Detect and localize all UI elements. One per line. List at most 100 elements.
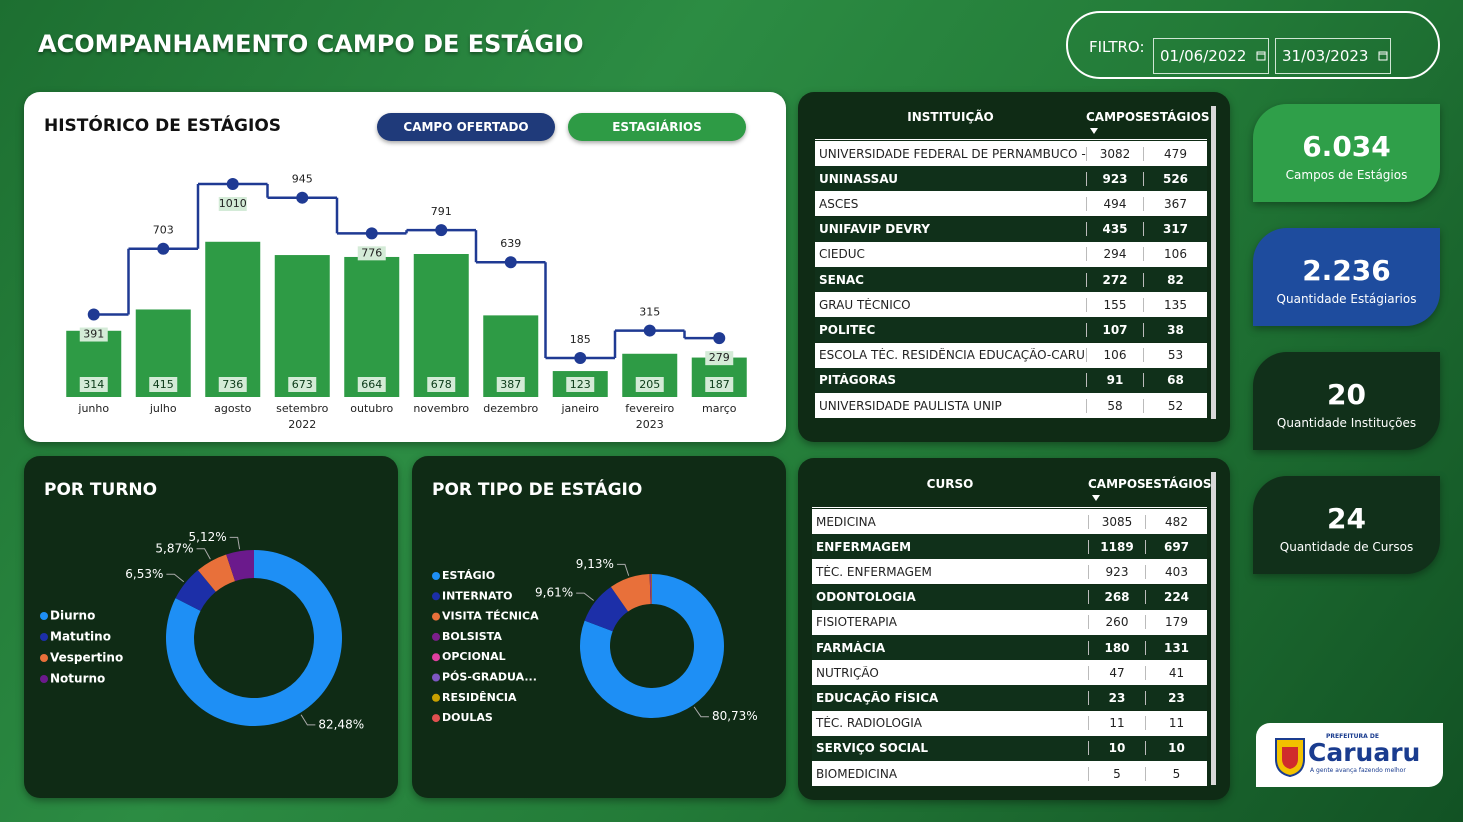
table-row: SENAC 272 82: [815, 267, 1207, 292]
sort-arrow: [1090, 128, 1098, 134]
table-row: UNIFAVIP DEVRY 435 317: [815, 216, 1207, 242]
cell-value: 224: [1145, 590, 1207, 605]
cell-value: 260: [1088, 615, 1145, 630]
cell-value: 106: [1143, 247, 1207, 262]
cell-value: 923: [1086, 171, 1143, 186]
legend-label: ESTÁGIO: [442, 569, 495, 582]
row-label: ENFERMAGEM: [816, 539, 912, 554]
cell-value: 479: [1143, 146, 1207, 161]
kpi-value: 6.034: [1302, 130, 1391, 163]
row-label: ASCES: [819, 196, 859, 211]
sort-arrow: [1092, 495, 1100, 501]
donut-slice: [650, 574, 652, 605]
x-tick-label: janeiro: [560, 402, 599, 415]
legend-marker: [40, 633, 48, 641]
cell-value: 5: [1145, 766, 1207, 781]
cell-value: 1189: [1088, 539, 1145, 554]
cell-value: 23: [1088, 690, 1145, 705]
data-label-box: [427, 377, 456, 392]
kpi-card: 24 Quantidade de Cursos: [1253, 476, 1440, 574]
legend-marker: [40, 612, 48, 620]
row-label: NUTRIÇÃO: [816, 665, 879, 680]
scrollbar: [1211, 472, 1216, 786]
table-row: UNINASSAU 923 526: [815, 166, 1207, 192]
data-label-box: [357, 246, 386, 261]
table-row: GRAU TÉCNICO 155 135: [815, 292, 1207, 318]
data-label: 703: [153, 224, 174, 237]
cell-value: 11: [1145, 716, 1207, 731]
kpi-label: Quantidade de Cursos: [1279, 540, 1414, 554]
data-label-box: [79, 327, 108, 342]
donut-slice: [651, 574, 652, 605]
cell-value: 317: [1143, 222, 1207, 237]
legend-label: INTERNATO: [442, 589, 513, 602]
filter-box: FILTRO: 01/06/2022 31/03/2023: [1066, 11, 1440, 79]
column-header: CAMPOS: [1086, 110, 1144, 124]
data-label-box: [288, 377, 317, 392]
kpi-label: Campos de Estágios: [1285, 168, 1408, 182]
cell-value: 179: [1145, 615, 1207, 630]
legend-marker: [432, 673, 440, 682]
cell-value: 482: [1145, 514, 1207, 529]
legend-label: RESIDÊNCIA: [442, 691, 517, 704]
table-row: SERVIÇO SOCIAL 10 10: [812, 735, 1207, 761]
column-header: CAMPOS: [1088, 477, 1146, 491]
leader-line: [576, 592, 594, 601]
legend-marker: [432, 612, 440, 621]
legend-button[interactable]: CAMPO OFERTADO: [377, 113, 555, 141]
legend-label: PÓS-GRADUA...: [442, 671, 537, 684]
data-label: 315: [639, 306, 660, 319]
data-label-box: [218, 377, 247, 392]
legend-label: BOLSISTA: [442, 630, 502, 643]
data-label: 82,48%: [318, 717, 364, 731]
x-year-label: 2022: [288, 418, 316, 431]
date-from[interactable]: 01/06/2022: [1153, 38, 1269, 74]
row-label: UNIVERSIDADE FEDERAL DE PERNAMBUCO -...: [819, 146, 1086, 161]
legend-marker: [432, 572, 440, 580]
table-row: MEDICINA 3085 482: [812, 509, 1207, 534]
data-label: 1010: [219, 197, 247, 210]
donut-slice: [584, 586, 629, 632]
date-text: 01/06/2022: [1160, 47, 1247, 65]
data-label: 187: [709, 378, 730, 391]
x-tick-label: junho: [77, 402, 109, 415]
legend-button[interactable]: ESTAGIÁRIOS: [568, 113, 746, 141]
cell-value: 268: [1088, 590, 1145, 605]
data-label: 664: [361, 378, 382, 391]
data-label-box: [705, 377, 734, 392]
column-header: ESTÁGIOS: [1143, 110, 1210, 124]
row-label: POLITEC: [819, 322, 876, 337]
row-label: MEDICINA: [816, 514, 876, 529]
legend-label: OPCIONAL: [442, 650, 506, 663]
cell-value: 47: [1088, 665, 1145, 680]
scrollbar: [1211, 106, 1216, 420]
donut-slice: [650, 574, 652, 605]
data-label-box: [635, 377, 664, 392]
data-label-box: [566, 377, 595, 392]
cell-value: 41: [1145, 665, 1207, 680]
kpi-card: 20 Quantidade Instituções: [1253, 352, 1440, 450]
chart-title: POR TIPO DE ESTÁGIO: [432, 480, 643, 500]
chart-title: POR TURNO: [44, 480, 158, 500]
cell-value: 11: [1088, 716, 1145, 731]
table-row: TÉC. RADIOLOGIA 11 11: [812, 710, 1207, 736]
data-label: 639: [500, 237, 521, 250]
line-point: [296, 191, 309, 204]
column-header: ESTÁGIOS: [1145, 477, 1212, 491]
data-label-box: [357, 377, 386, 392]
row-label: SERVIÇO SOCIAL: [816, 741, 929, 756]
cell-value: 23: [1145, 690, 1207, 705]
row-label: TÉC. RADIOLOGIA: [816, 716, 922, 731]
cell-value: 107: [1086, 322, 1143, 337]
row-label: PITÁGORAS: [819, 373, 897, 388]
date-to[interactable]: 31/03/2023: [1275, 38, 1391, 74]
cell-value: 58: [1086, 398, 1143, 413]
cell-value: 52: [1143, 398, 1207, 413]
row-label: UNIFAVIP DEVRY: [819, 222, 930, 237]
line-point: [713, 332, 726, 345]
cell-value: 91: [1086, 373, 1143, 388]
bar: [205, 241, 261, 397]
line-point: [504, 256, 517, 269]
data-label: 185: [570, 333, 591, 346]
